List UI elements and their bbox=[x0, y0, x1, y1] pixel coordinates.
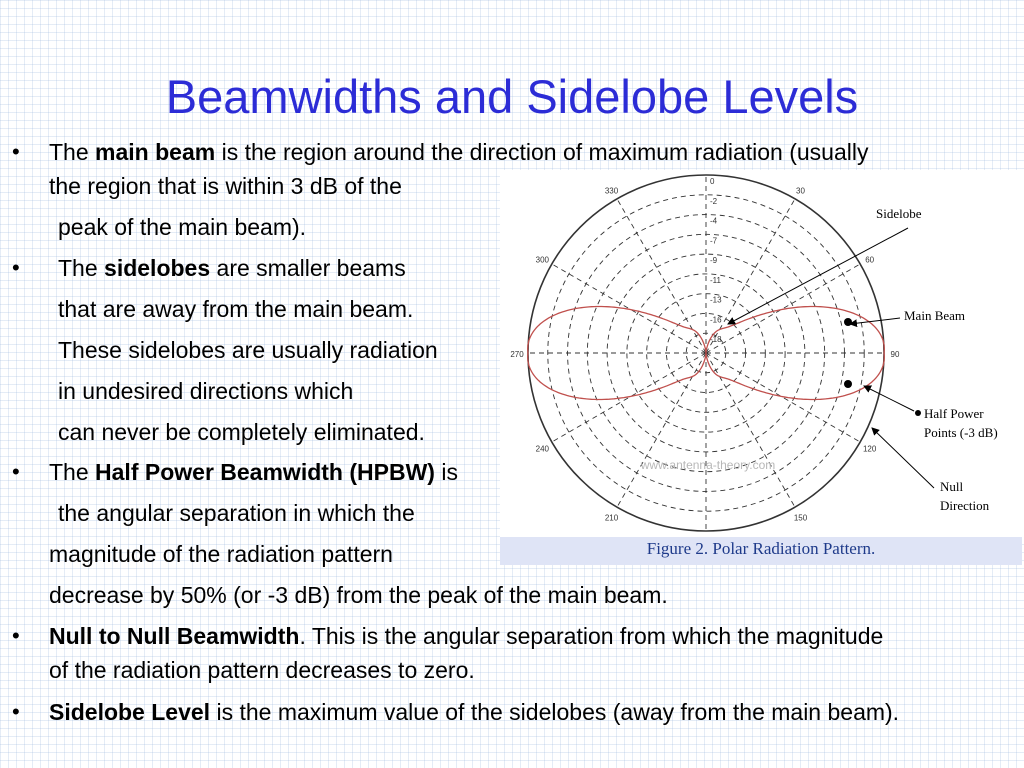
sidelobes-term: sidelobes bbox=[104, 255, 211, 281]
bullet-marker: • bbox=[12, 255, 20, 280]
grid-ring bbox=[547, 194, 865, 512]
null-label-2: Direction bbox=[940, 498, 990, 513]
radial-label: -9 bbox=[710, 256, 718, 265]
bullet-3-pre: The bbox=[49, 459, 96, 485]
hpbw-term: Half Power Beamwidth (HPBW) bbox=[95, 459, 435, 485]
grid-spoke bbox=[705, 198, 796, 354]
grid-spoke bbox=[616, 352, 707, 508]
bullet-2-line-3: These sidelobes are usually radiation bbox=[58, 337, 438, 363]
angle-label: 90 bbox=[891, 350, 900, 359]
sidelobe-label: Sidelobe bbox=[876, 206, 922, 221]
annotation-arrows bbox=[727, 227, 935, 489]
grid-spoke bbox=[616, 198, 707, 354]
angle-label: 330 bbox=[605, 186, 619, 195]
radial-label: 0 bbox=[710, 177, 715, 186]
bullet-1-line-3: peak of the main beam). bbox=[58, 214, 307, 240]
radial-label: -7 bbox=[710, 236, 718, 245]
main-beam-arrow bbox=[849, 317, 901, 328]
angle-label: 60 bbox=[865, 256, 874, 265]
radial-label: -13 bbox=[710, 296, 722, 305]
bullet-marker: • bbox=[12, 139, 20, 164]
bullet-4-post: . This is the angular separation from wh… bbox=[299, 623, 884, 649]
caption-bar: Figure 2. Polar Radiation Pattern. bbox=[500, 537, 1022, 565]
angle-label: 240 bbox=[536, 445, 550, 454]
radial-labels: 0 -2 -4 -7 -9 -11 -13 -16 -18 bbox=[710, 177, 722, 344]
grid-ring bbox=[626, 273, 786, 433]
radial-label: -2 bbox=[710, 197, 718, 206]
radial-label: -18 bbox=[710, 335, 722, 344]
grid-ring bbox=[646, 293, 766, 413]
radial-label: -4 bbox=[710, 217, 718, 226]
half-power-point-lower bbox=[844, 380, 852, 388]
radial-label: -11 bbox=[710, 276, 722, 285]
half-power-point-upper bbox=[844, 318, 852, 326]
bullet-2-text: The sidelobes are smaller beams bbox=[58, 253, 406, 283]
bullet-1-line-2: the region that is within 3 dB of the bbox=[49, 173, 402, 199]
bullet-4-text: Null to Null Beamwidth. This is the angu… bbox=[49, 621, 883, 651]
angle-label: 300 bbox=[536, 256, 550, 265]
main-beam-term: main beam bbox=[95, 139, 216, 165]
bullet-5-text: Sidelobe Level is the maximum value of t… bbox=[49, 697, 899, 727]
grid-spoke bbox=[705, 263, 861, 354]
angle-label: 210 bbox=[605, 514, 619, 523]
angle-label: 270 bbox=[510, 350, 524, 359]
bullet-3-post: is bbox=[434, 459, 458, 485]
watermark: www.antenna-theory.com bbox=[640, 458, 776, 472]
page-title: Beamwidths and Sidelobe Levels bbox=[165, 70, 859, 123]
bullet-4-line-2: of the radiation pattern decreases to ze… bbox=[49, 657, 475, 683]
sidelobe-arrow bbox=[727, 227, 909, 325]
half-power-legend-dot bbox=[915, 410, 921, 416]
bullet-1-text: The main beam is the region around the d… bbox=[49, 137, 868, 167]
bullet-3-line-2: the angular separation in which the bbox=[58, 500, 415, 526]
grid-spoke bbox=[705, 352, 861, 443]
grid-spoke bbox=[705, 352, 796, 508]
figure-caption: Figure 2. Polar Radiation Pattern. bbox=[646, 539, 876, 558]
radiation-pattern-curve bbox=[527, 305, 885, 401]
radial-label: -16 bbox=[710, 315, 722, 324]
bullet-3-line-3: magnitude of the radiation pattern bbox=[49, 541, 393, 567]
grid-spoke bbox=[551, 352, 707, 443]
bullet-1-post: is the region around the direction of ma… bbox=[215, 139, 869, 165]
bullet-3-line-4: decrease by 50% (or -3 dB) from the peak… bbox=[49, 582, 668, 608]
angle-label: 30 bbox=[796, 186, 805, 195]
sidelobe-level-term: Sidelobe Level bbox=[49, 699, 211, 725]
half-power-label-1: Half Power bbox=[924, 406, 984, 421]
polar-radiation-figure: 0306090120150180210240270300330 0-2-4-7-… bbox=[500, 170, 1024, 566]
polar-plot: 0306090120150180210240270300330 0-2-4-7-… bbox=[500, 170, 1024, 538]
bullet-marker: • bbox=[12, 623, 20, 648]
bullet-2-line-5: can never be completely eliminated. bbox=[58, 419, 425, 445]
half-power-label-2: Points (-3 dB) bbox=[924, 425, 998, 440]
null-direction-arrow bbox=[871, 427, 935, 489]
bullet-2-pre: The bbox=[58, 255, 105, 281]
bullet-marker: • bbox=[12, 459, 20, 484]
bullet-2-line-4: in undesired directions which bbox=[58, 378, 354, 404]
angle-labels: 0306090120150180210240270300330 bbox=[510, 186, 900, 523]
bullet-2-post: are smaller beams bbox=[210, 255, 406, 281]
bullet-marker: • bbox=[12, 699, 20, 724]
grid-spoke bbox=[551, 263, 707, 354]
null-to-null-term: Null to Null Beamwidth bbox=[49, 623, 300, 649]
bullet-1-pre: The bbox=[49, 139, 96, 165]
grid-ring bbox=[606, 253, 806, 453]
bullet-2-line-2: that are away from the main beam. bbox=[58, 296, 414, 322]
bullet-3-text: The Half Power Beamwidth (HPBW) is bbox=[49, 457, 458, 487]
angle-label: 150 bbox=[794, 514, 808, 523]
bullet-5-post: is the maximum value of the sidelobes (a… bbox=[210, 699, 900, 725]
angle-label: 120 bbox=[863, 445, 877, 454]
half-power-arrow bbox=[863, 385, 915, 412]
null-label-1: Null bbox=[940, 479, 964, 494]
main-beam-label: Main Beam bbox=[904, 308, 965, 323]
